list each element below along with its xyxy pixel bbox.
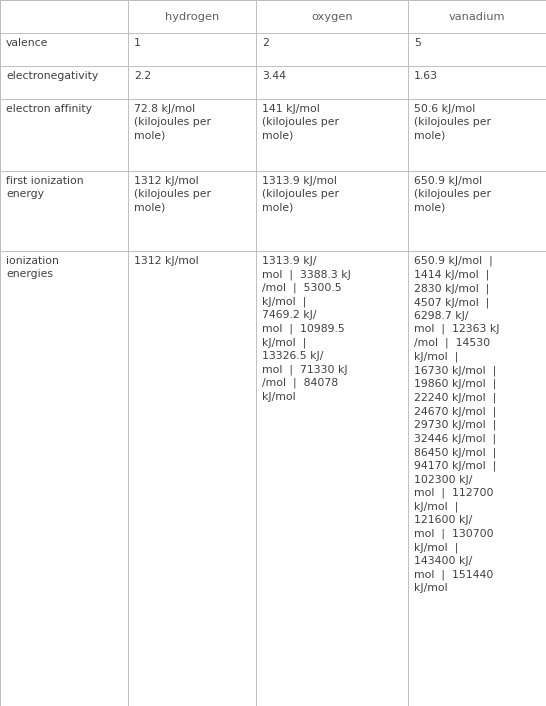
Bar [0,171,128,251]
Text: 141 kJ/mol
(kilojoules per
mole): 141 kJ/mol (kilojoules per mole) [262,104,339,140]
Bar [0,66,128,99]
Text: electronegativity: electronegativity [6,71,98,81]
Text: hydrogen: hydrogen [165,11,219,21]
Bar [256,171,408,251]
Text: 2.2: 2.2 [134,71,151,81]
Text: 1: 1 [134,38,141,48]
Text: 1313.9 kJ/
mol  |  3388.3 kJ
/mol  |  5300.5
kJ/mol  |
7469.2 kJ/
mol  |  10989.: 1313.9 kJ/ mol | 3388.3 kJ /mol | 5300.5… [262,256,351,402]
Bar [128,33,256,66]
Text: 2: 2 [262,38,269,48]
Text: 1312 kJ/mol: 1312 kJ/mol [134,256,199,266]
Bar [256,99,408,171]
Bar [128,171,256,251]
Text: 72.8 kJ/mol
(kilojoules per
mole): 72.8 kJ/mol (kilojoules per mole) [134,104,211,140]
Text: 3.44: 3.44 [262,71,286,81]
Text: first ionization
energy: first ionization energy [6,176,84,199]
Bar [256,0,408,33]
Text: ionization
energies: ionization energies [6,256,59,279]
Bar [408,33,546,66]
Text: oxygen: oxygen [311,11,353,21]
Bar [256,251,408,706]
Text: vanadium: vanadium [449,11,505,21]
Bar [256,66,408,99]
Bar [0,99,128,171]
Text: 1.63: 1.63 [414,71,438,81]
Bar [128,0,256,33]
Bar [128,251,256,706]
Bar [128,99,256,171]
Text: valence: valence [6,38,49,48]
Bar [0,0,128,33]
Text: 50.6 kJ/mol
(kilojoules per
mole): 50.6 kJ/mol (kilojoules per mole) [414,104,491,140]
Text: 1313.9 kJ/mol
(kilojoules per
mole): 1313.9 kJ/mol (kilojoules per mole) [262,176,339,213]
Text: 650.9 kJ/mol  |
1414 kJ/mol  |
2830 kJ/mol  |
4507 kJ/mol  |
6298.7 kJ/
mol  |  : 650.9 kJ/mol | 1414 kJ/mol | 2830 kJ/mol… [414,256,500,593]
Text: 650.9 kJ/mol
(kilojoules per
mole): 650.9 kJ/mol (kilojoules per mole) [414,176,491,213]
Text: 5: 5 [414,38,421,48]
Bar [0,33,128,66]
Text: 1312 kJ/mol
(kilojoules per
mole): 1312 kJ/mol (kilojoules per mole) [134,176,211,213]
Bar [408,99,546,171]
Bar [256,33,408,66]
Bar [408,251,546,706]
Bar [408,171,546,251]
Bar [0,251,128,706]
Bar [128,66,256,99]
Bar [408,66,546,99]
Bar [408,0,546,33]
Text: electron affinity: electron affinity [6,104,92,114]
